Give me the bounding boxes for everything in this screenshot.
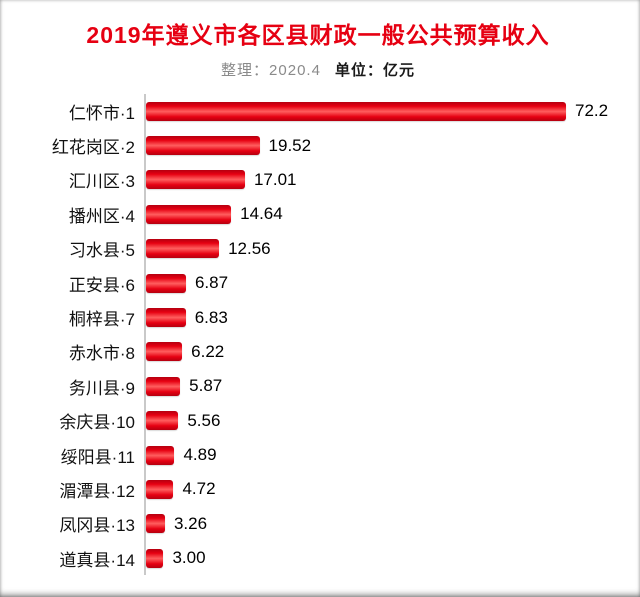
category-label: 凤冈县·13 [59, 516, 135, 536]
bar [146, 204, 232, 224]
bar [146, 101, 566, 121]
bar [146, 445, 175, 465]
bar-zone: 3.26 [144, 506, 630, 542]
value-label: 19.52 [268, 135, 312, 155]
value-label: 3.26 [173, 513, 208, 533]
bar-row: 凤冈县·13 3.26 [6, 506, 630, 542]
bar [146, 514, 165, 534]
bar-zone: 14.64 [144, 197, 630, 232]
bar [146, 376, 181, 396]
value-label: 5.87 [189, 376, 223, 396]
bar-zone: 5.56 [144, 403, 630, 438]
bar-zone: 4.72 [144, 472, 630, 507]
category-label: 赤水市·8 [68, 344, 135, 364]
category-label: 播州区·4 [68, 206, 135, 226]
value-label: 6.87 [194, 273, 229, 293]
bar [146, 308, 186, 328]
bar-zone: 17.01 [144, 162, 630, 198]
value-label: 72.2 [575, 101, 609, 121]
bar [146, 170, 245, 190]
category-label: 习水县·5 [68, 241, 135, 261]
bar-row: 正安县·6 6.87 [6, 265, 630, 301]
bar-row: 余庆县·10 5.56 [6, 403, 630, 438]
category-label: 绥阳县·11 [60, 447, 135, 467]
bar-zone: 4.89 [144, 437, 630, 473]
bar-row: 汇川区·3 17.01 [6, 162, 630, 198]
category-label: 红花岗区·2 [51, 138, 135, 158]
bar [146, 548, 164, 568]
bar-row: 仁怀市·1 72.2 [6, 94, 630, 129]
value-label: 4.89 [183, 445, 217, 465]
bar-row: 红花岗区·2 19.52 [6, 128, 630, 163]
bar-row: 绥阳县·11 4.89 [6, 437, 630, 473]
bar-row: 桐梓县·7 6.83 [6, 300, 630, 335]
bar-zone: 5.87 [144, 369, 630, 404]
bar [146, 239, 220, 259]
bar-row: 道真县·14 3.00 [6, 541, 630, 576]
value-label: 6.83 [194, 307, 228, 327]
value-label: 5.56 [187, 410, 221, 430]
bar-zone: 19.52 [144, 128, 630, 163]
value-label: 12.56 [228, 238, 271, 258]
bar-zone: 6.83 [144, 300, 630, 335]
bar [146, 342, 183, 362]
value-label: 17.01 [253, 169, 297, 189]
bar-zone: 3.00 [144, 541, 630, 576]
bar-row: 湄潭县·12 4.72 [6, 472, 630, 507]
bar-row: 播州区·4 14.64 [6, 197, 630, 232]
subtitle-source: 整理：2020.4 [221, 62, 321, 79]
chart-title: 2019年遵义市各区县财政一般公共预算收入 [86, 22, 550, 48]
value-label: 6.22 [191, 341, 225, 361]
bar [146, 479, 174, 499]
bar-row: 赤水市·8 6.22 [6, 334, 630, 370]
category-label: 务川县·9 [68, 378, 135, 398]
value-label: 14.64 [240, 204, 283, 224]
bar [146, 273, 186, 293]
bar-row: 务川县·9 5.87 [6, 369, 630, 404]
value-label: 3.00 [172, 548, 206, 568]
bar [146, 136, 260, 156]
value-label: 4.72 [182, 479, 216, 499]
bar-zone: 12.56 [144, 231, 630, 266]
category-label: 仁怀市·1 [68, 103, 135, 123]
bar [146, 411, 179, 431]
category-label: 余庆县·10 [59, 413, 135, 433]
bar-zone: 6.22 [144, 334, 630, 370]
category-label: 汇川区·3 [68, 172, 135, 192]
subtitle-unit: 单位：亿元 [334, 62, 415, 79]
bar-zone: 6.87 [144, 265, 630, 301]
category-label: 桐梓县·7 [68, 310, 135, 330]
category-label: 正安县·6 [68, 275, 135, 295]
bar-zone: 72.2 [144, 94, 630, 129]
bar-chart: 仁怀市·1 72.2 红花岗区·2 19.52 汇川区·3 17.01 播州区·… [6, 94, 630, 576]
category-label: 道真县·14 [59, 550, 135, 570]
category-label: 湄潭县·12 [59, 481, 135, 501]
chart-subtitle: 整理：2020.4 单位：亿元 [6, 59, 630, 80]
bar-row: 习水县·5 12.56 [6, 231, 630, 266]
